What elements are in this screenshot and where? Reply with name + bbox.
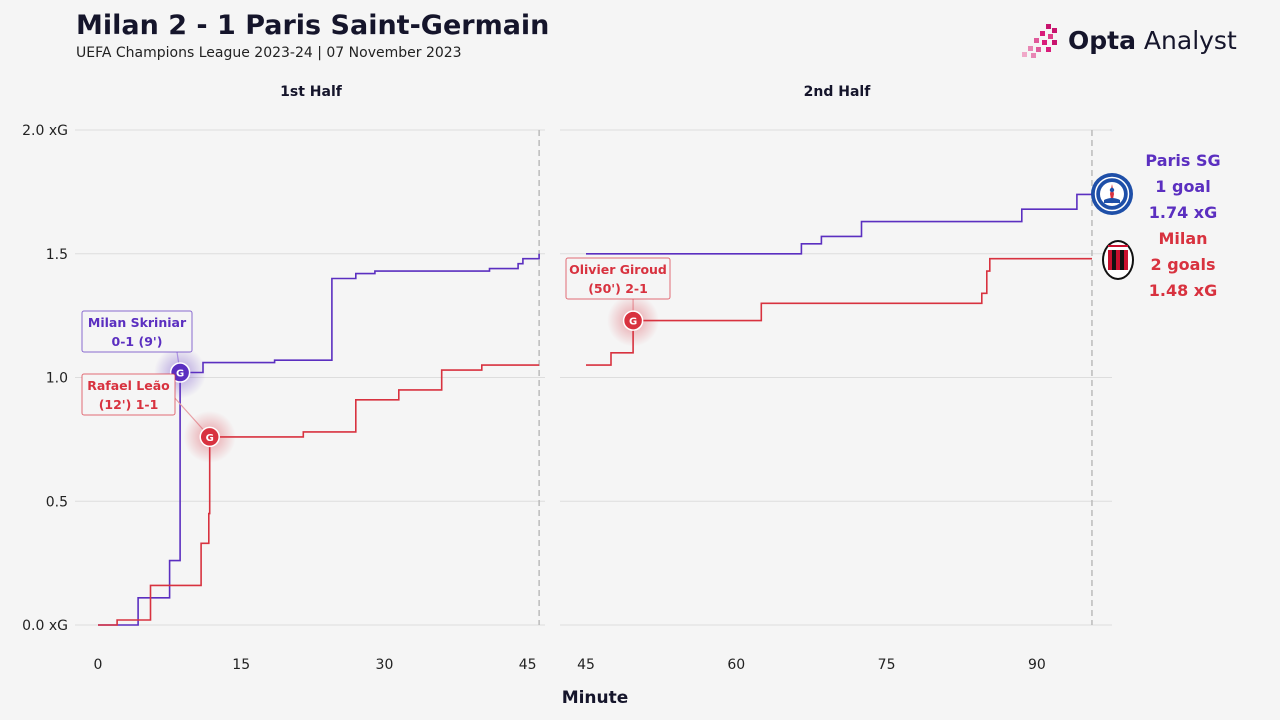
milan-xg-line: [586, 257, 1092, 366]
psg-crest-icon: [1091, 173, 1133, 215]
y-tick-label: 0.0 xG: [22, 618, 68, 634]
psg-xg-line: [98, 253, 540, 626]
psg-summary: Paris SG 1 goal 1.74 xG: [1118, 148, 1248, 226]
psg-goals: 1 goal: [1155, 177, 1211, 196]
panel-title: 1st Half: [280, 84, 343, 100]
chart-title: Milan 2 - 1 Paris Saint-Germain: [76, 10, 550, 41]
x-axis-label: Minute: [562, 688, 629, 708]
milan-xg-line: [98, 364, 540, 626]
goal-label-box: [565, 257, 671, 300]
x-tick-label: 15: [232, 657, 250, 673]
goal-label-text: Rafael Leão: [87, 378, 170, 393]
milan-team-name: Milan: [1158, 229, 1208, 248]
goal-label-text: 0-1 (9'): [112, 334, 163, 349]
panel-title: 2nd Half: [804, 84, 872, 100]
psg-team-name: Paris SG: [1145, 151, 1221, 170]
goal-label-text: Milan Skriniar: [88, 315, 187, 330]
goal-label-text: (12') 1-1: [99, 397, 159, 412]
y-tick-label: 0.5: [46, 494, 68, 510]
x-tick-label: 45: [577, 657, 595, 673]
x-tick-label: 30: [376, 657, 394, 673]
goal-label-text: Olivier Giroud: [569, 262, 667, 277]
goal-marker-label: G: [176, 369, 184, 380]
x-tick-label: 0: [94, 657, 103, 673]
goal-label-box: [81, 373, 176, 416]
brand-name: Opta Analyst: [1068, 25, 1237, 55]
psg-xg-total: 1.74 xG: [1148, 203, 1218, 222]
goal-label-text: (50') 2-1: [588, 281, 648, 296]
goal-marker: [622, 310, 644, 331]
milan-crest-icon: [1102, 240, 1134, 280]
milan-summary: Milan 2 goals 1.48 xG: [1118, 226, 1248, 304]
milan-goals: 2 goals: [1150, 255, 1216, 274]
brand-logo: Opta Analyst: [1022, 20, 1237, 60]
goal-marker: [199, 426, 220, 448]
milan-xg-total: 1.48 xG: [1148, 281, 1218, 300]
y-tick-label: 2.0 xG: [22, 123, 68, 139]
psg-xg-line: [586, 193, 1092, 255]
x-tick-label: 90: [1028, 657, 1046, 673]
goal-marker-label: G: [629, 317, 637, 328]
chart-subtitle: UEFA Champions League 2023-24 | 07 Novem…: [76, 45, 462, 61]
x-tick-label: 75: [878, 657, 896, 673]
x-tick-label: 60: [727, 657, 745, 673]
goal-marker-label: G: [206, 433, 214, 444]
goal-label-box: [81, 310, 193, 353]
y-tick-label: 1.5: [46, 247, 68, 263]
opta-logo-icon: [1022, 24, 1057, 58]
x-tick-label: 45: [519, 657, 537, 673]
y-tick-label: 1.0: [46, 371, 68, 387]
